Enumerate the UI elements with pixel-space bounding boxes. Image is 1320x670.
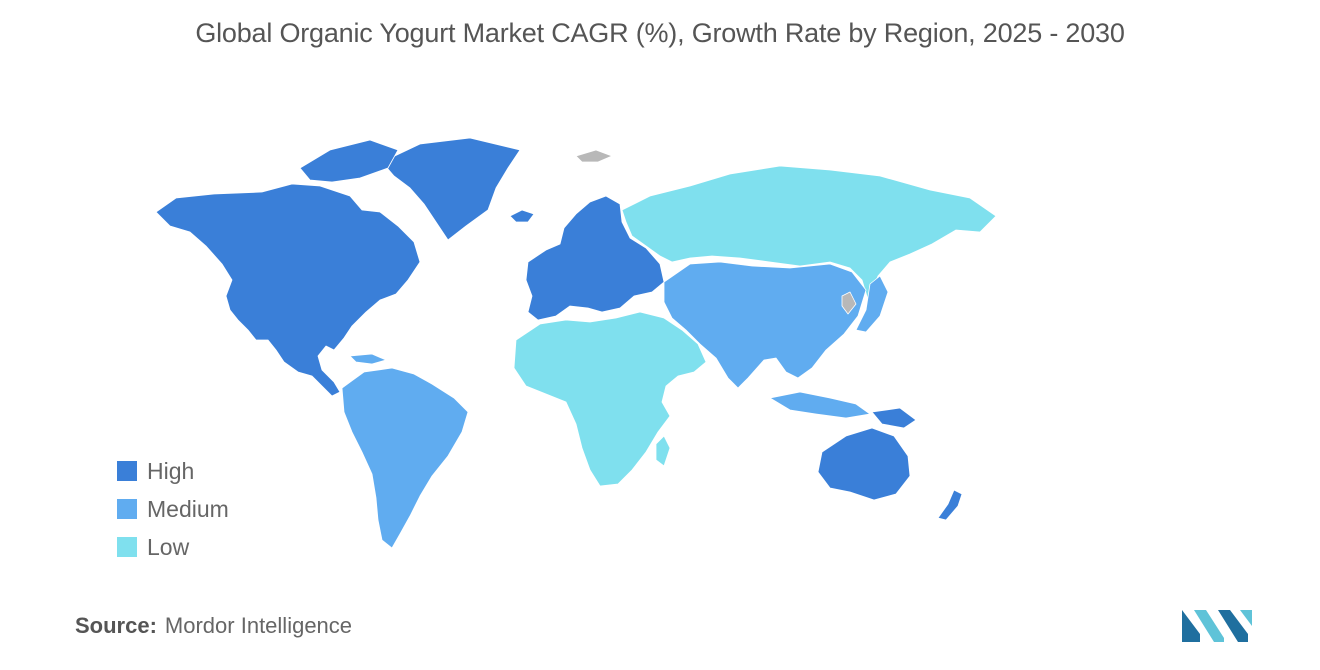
region-asia bbox=[663, 261, 867, 389]
region-new-guinea bbox=[871, 407, 917, 429]
legend-label-high: High bbox=[147, 457, 195, 484]
region-south-america bbox=[341, 367, 469, 549]
region-iceland bbox=[509, 209, 535, 223]
region-madagascar bbox=[655, 435, 671, 467]
legend-item-medium: Medium bbox=[117, 490, 229, 528]
source-note: Source: Mordor Intelligence bbox=[75, 613, 352, 639]
region-japan bbox=[855, 275, 889, 333]
legend-swatch-low bbox=[117, 537, 137, 557]
region-australia bbox=[817, 427, 911, 501]
region-caribbean bbox=[349, 353, 387, 365]
legend-swatch-medium bbox=[117, 499, 137, 519]
source-value: Mordor Intelligence bbox=[164, 613, 353, 638]
region-southeast-asia bbox=[769, 391, 871, 419]
legend-label-low: Low bbox=[147, 533, 190, 560]
region-svalbard bbox=[575, 149, 613, 163]
mordor-intelligence-logo-icon bbox=[1182, 604, 1252, 642]
region-russia bbox=[621, 165, 997, 301]
legend-item-low: Low bbox=[117, 528, 229, 566]
source-label: Source: bbox=[75, 613, 157, 638]
region-greenland bbox=[381, 137, 521, 241]
chart-title: Global Organic Yogurt Market CAGR (%), G… bbox=[195, 18, 1125, 48]
region-north-america bbox=[155, 183, 421, 397]
region-middle-east-africa bbox=[513, 311, 707, 487]
legend-swatch-high bbox=[117, 461, 137, 481]
legend-label-medium: Medium bbox=[147, 495, 229, 522]
legend: High Medium Low bbox=[117, 452, 229, 566]
region-new-zealand bbox=[937, 489, 963, 521]
region-korea bbox=[841, 291, 857, 315]
region-canadian-arctic bbox=[299, 139, 399, 183]
legend-item-high: High bbox=[117, 452, 229, 490]
